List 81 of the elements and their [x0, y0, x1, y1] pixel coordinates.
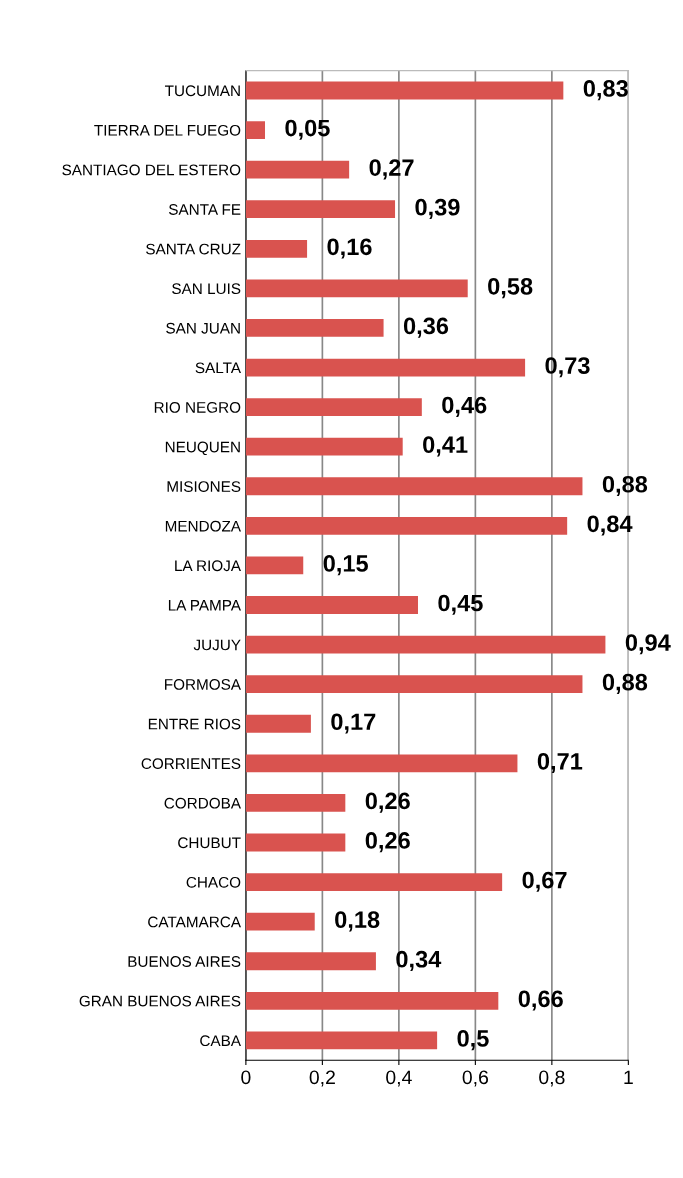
x-tick-label: 0,8: [539, 1070, 565, 1087]
data-label: 0,36: [403, 317, 449, 338]
data-label: 0,45: [438, 594, 483, 615]
y-tick-label: SANTA FE: [168, 204, 241, 215]
data-label: 0,18: [335, 911, 380, 932]
y-tick-label: LA RIOJA: [175, 560, 241, 572]
bar: [245, 239, 308, 258]
bar: [245, 912, 315, 931]
y-tick-label: TUCUMAN: [164, 85, 240, 97]
bar: [245, 279, 468, 298]
bar: [245, 991, 499, 1010]
y-tick-label: TIERRA DEL FUEGO: [94, 124, 241, 136]
bar: [245, 200, 396, 219]
data-label: 0,94: [625, 634, 671, 655]
bar: [245, 477, 583, 496]
data-label: 0,66: [518, 990, 563, 1011]
bar: [245, 873, 503, 891]
bar: [245, 754, 518, 773]
data-label: 0,88: [602, 673, 648, 694]
data-label: 0,71: [537, 752, 583, 774]
data-label: 0,84: [587, 515, 633, 536]
x-tick-label: 0: [241, 1070, 251, 1085]
data-label: 0,34: [396, 950, 442, 972]
y-tick-label: FORMOSA: [165, 679, 241, 690]
y-tick-label: JUJUY: [193, 639, 241, 651]
bar: [245, 556, 304, 575]
data-label: 0,17: [331, 713, 376, 734]
bar: [245, 319, 384, 337]
data-label: 0,26: [365, 832, 410, 853]
x-tick-label: 0,4: [386, 1070, 412, 1087]
bar: [245, 714, 311, 733]
data-label: 0,5: [457, 1030, 489, 1051]
data-label: 0,58: [488, 277, 533, 299]
y-tick-label: CHACO: [186, 876, 241, 888]
bar: [245, 516, 568, 535]
y-tick-label: SALTA: [195, 362, 241, 374]
bar: [245, 398, 422, 417]
bar: [245, 121, 265, 139]
y-tick-label: SAN JUAN: [166, 322, 240, 334]
data-label: 0,39: [415, 198, 460, 219]
y-tick-label: SANTA CRUZ: [146, 243, 241, 255]
y-tick-label: ENTRE RIOS: [148, 718, 241, 730]
y-tick-label: RIO NEGRO: [154, 401, 241, 413]
y-tick-label: CHUBUT: [178, 837, 241, 849]
y-tick-label: BUENOS AIRES: [128, 956, 241, 967]
data-label: 0,26: [365, 792, 410, 813]
x-tick-label: 1: [624, 1070, 633, 1085]
bar: [245, 437, 403, 456]
bar: [245, 358, 526, 377]
bar: [245, 833, 346, 852]
y-tick-label: SAN LUIS: [172, 283, 241, 295]
data-label: 0,16: [327, 238, 372, 259]
data-label: 0,15: [323, 555, 368, 576]
bar: [245, 794, 346, 812]
data-label: 0,46: [442, 396, 487, 417]
y-tick-label: LA PAMPA: [168, 600, 241, 611]
y-tick-label: CABA: [200, 1035, 241, 1047]
y-tick-label: SANTIAGO DEL ESTERO: [62, 164, 241, 176]
data-label: 0,67: [522, 871, 567, 892]
y-tick-label: CORDOBA: [164, 797, 241, 809]
bar: [245, 1031, 438, 1050]
bar: [245, 81, 564, 100]
data-label: 0,27: [369, 159, 414, 180]
data-label: 0,83: [583, 80, 628, 101]
y-tick-label: MISIONES: [167, 481, 241, 492]
x-tick-label: 0,6: [462, 1070, 489, 1087]
y-tick-label: GRAN BUENOS AIRES: [79, 995, 241, 1007]
data-label: 0,41: [423, 436, 468, 457]
y-tick-label: CATAMARCA: [148, 916, 241, 928]
y-tick-label: NEUQUEN: [165, 441, 240, 456]
data-label: 0,05: [285, 119, 330, 140]
x-tick-label: 0,2: [309, 1070, 335, 1087]
data-label: 0,73: [545, 357, 590, 378]
bar: [245, 596, 418, 614]
data-label: 0,88: [602, 475, 648, 497]
bar: [245, 160, 350, 179]
bar: [245, 675, 583, 694]
y-tick-label: CORRIENTES: [141, 758, 241, 770]
bar: [245, 952, 376, 971]
bar: [245, 635, 606, 654]
y-tick-label: MENDOZA: [165, 520, 241, 532]
